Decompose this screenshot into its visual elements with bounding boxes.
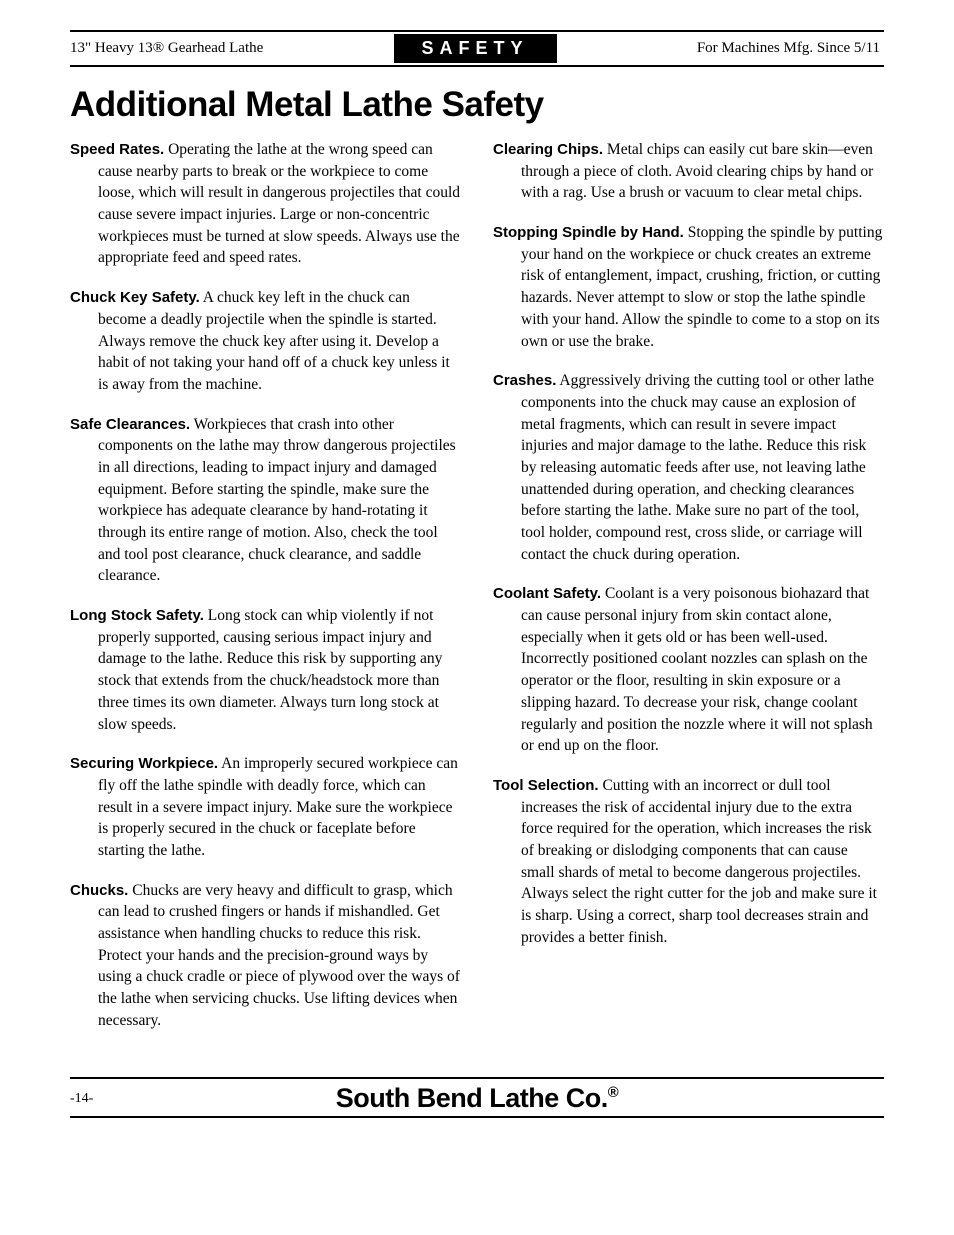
safety-item-body: Operating the lathe at the wrong speed c… xyxy=(98,141,460,266)
safety-item: Clearing Chips. Metal chips can easily c… xyxy=(493,139,884,204)
safety-item-body: Workpieces that crash into other compone… xyxy=(98,416,456,585)
safety-item-title: Coolant Safety. xyxy=(493,585,601,602)
safety-item: Coolant Safety. Coolant is a very poison… xyxy=(493,583,884,757)
safety-item: Crashes. Aggressively driving the cuttin… xyxy=(493,370,884,565)
safety-item-title: Securing Workpiece. xyxy=(70,755,218,772)
safety-item: Safe Clearances. Workpieces that crash i… xyxy=(70,414,461,588)
safety-item: Stopping Spindle by Hand. Stopping the s… xyxy=(493,222,884,352)
safety-item-title: Tool Selection. xyxy=(493,777,599,794)
safety-item-title: Long Stock Safety. xyxy=(70,607,204,624)
page-number: -14- xyxy=(70,1091,130,1107)
safety-item: Chuck Key Safety. A chuck key left in th… xyxy=(70,287,461,395)
safety-item-title: Chuck Key Safety. xyxy=(70,289,200,306)
safety-item: Chucks. Chucks are very heavy and diffic… xyxy=(70,880,461,1032)
company-name: South Bend Lathe Co.® xyxy=(130,1083,824,1114)
safety-item: Tool Selection. Cutting with an incorrec… xyxy=(493,775,884,949)
safety-item-title: Safe Clearances. xyxy=(70,416,190,433)
header-bar: 13" Heavy 13® Gearhead Lathe SAFETY For … xyxy=(70,30,884,67)
footer-bar: -14- South Bend Lathe Co.® xyxy=(70,1077,884,1118)
registered-mark: ® xyxy=(608,1085,618,1101)
right-column: Clearing Chips. Metal chips can easily c… xyxy=(493,139,884,1049)
safety-item-body: Aggressively driving the cutting tool or… xyxy=(521,372,874,563)
safety-item-body: Chucks are very heavy and difficult to g… xyxy=(98,882,460,1029)
safety-item-title: Crashes. xyxy=(493,372,556,389)
safety-item-title: Chucks. xyxy=(70,882,128,899)
safety-item: Speed Rates. Operating the lathe at the … xyxy=(70,139,461,269)
header-section: SAFETY xyxy=(394,34,557,63)
page-title: Additional Metal Lathe Safety xyxy=(70,85,884,125)
left-column: Speed Rates. Operating the lathe at the … xyxy=(70,139,461,1049)
safety-item: Securing Workpiece. An improperly secure… xyxy=(70,753,461,861)
safety-item-body: Stopping the spindle by putting your han… xyxy=(521,224,882,349)
safety-item-title: Speed Rates. xyxy=(70,141,164,158)
safety-item-body: Cutting with an incorrect or dull tool i… xyxy=(521,777,877,946)
content-columns: Speed Rates. Operating the lathe at the … xyxy=(70,139,884,1049)
header-product: 13" Heavy 13® Gearhead Lathe xyxy=(70,40,394,57)
header-date: For Machines Mfg. Since 5/11 xyxy=(557,40,885,57)
safety-item-title: Stopping Spindle by Hand. xyxy=(493,224,684,241)
safety-item-title: Clearing Chips. xyxy=(493,141,603,158)
safety-item-body: Coolant is a very poisonous biohazard th… xyxy=(521,585,873,754)
safety-item-body: Long stock can whip violently if not pro… xyxy=(98,607,442,732)
safety-item: Long Stock Safety. Long stock can whip v… xyxy=(70,605,461,735)
company-text: South Bend Lathe Co. xyxy=(336,1083,608,1113)
